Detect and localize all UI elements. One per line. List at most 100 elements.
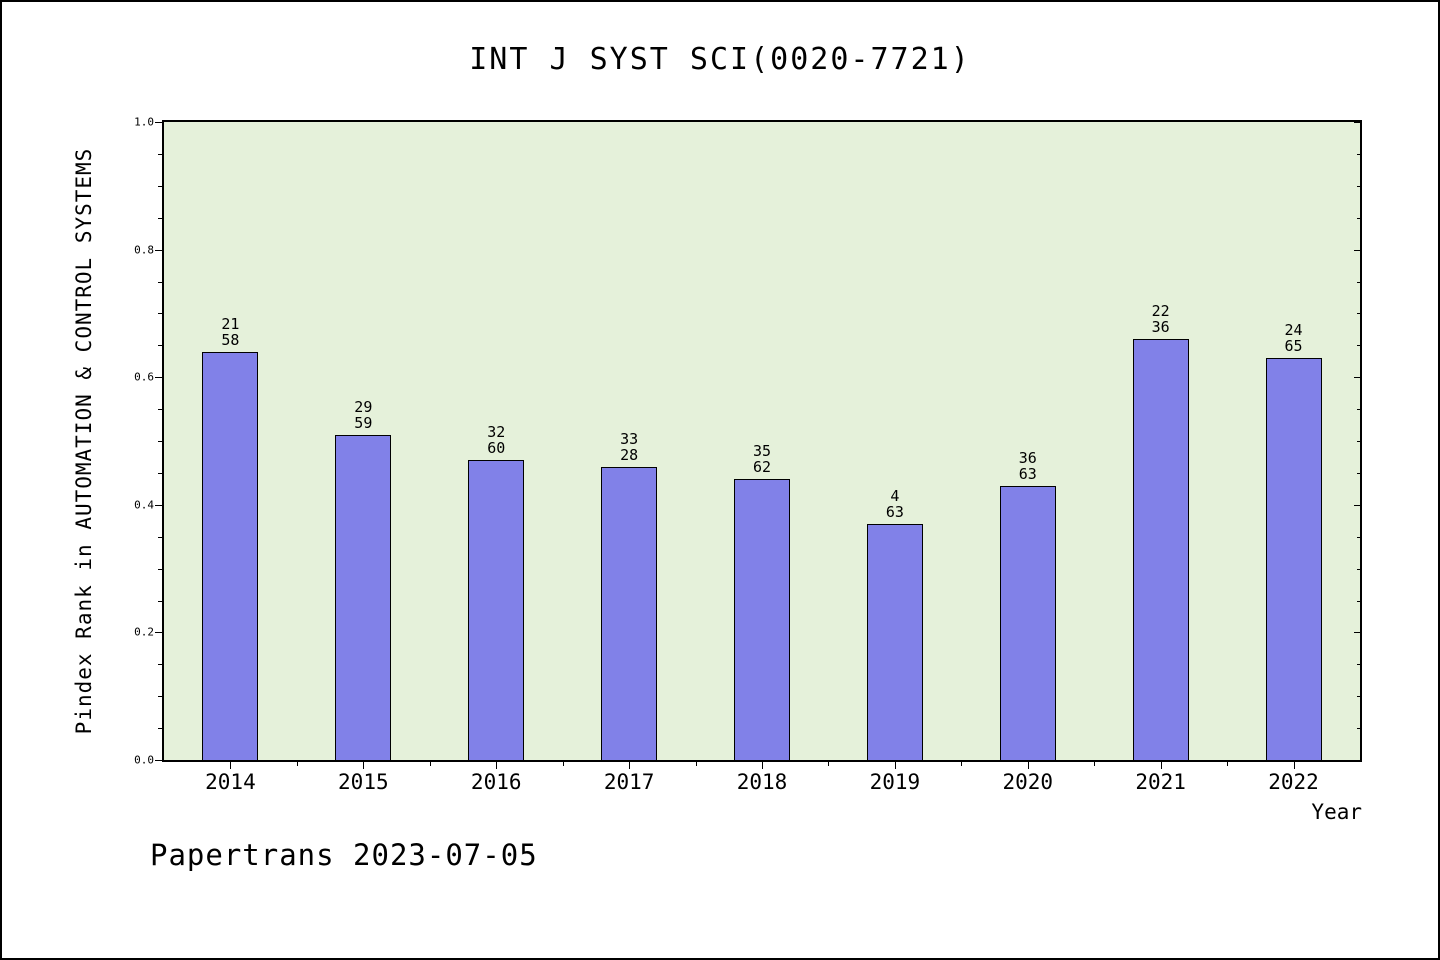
y-axis-minor-tick — [158, 185, 162, 187]
bar-value-bottom: 28 — [620, 445, 639, 464]
y-axis-major-tick — [155, 760, 162, 761]
bar-value-top: 36 — [1018, 448, 1037, 467]
bar — [1265, 358, 1322, 760]
bar-value-label: 33 28 — [620, 431, 638, 463]
y-axis-minor-tick-mirror — [1357, 568, 1360, 570]
x-tick-label: 2016 — [470, 770, 522, 794]
y-axis-major-tick-mirror — [1354, 760, 1360, 761]
y-axis-minor-tick — [158, 281, 162, 283]
y-axis-minor-tick-mirror — [1357, 536, 1360, 538]
y-axis-minor-tick-mirror — [1357, 728, 1360, 730]
bar-value-bottom: 63 — [885, 502, 904, 521]
y-axis-major-tick-mirror — [1354, 249, 1360, 251]
plot-area: 0.0 0.2 0.4 0.6 0.8 1.0 21 58 2014 29 59 2015 32 60 20… — [134, 116, 1362, 794]
y-axis-minor-tick — [158, 409, 162, 411]
y-axis-minor-tick — [158, 600, 162, 602]
y-axis-major-tick — [155, 122, 162, 123]
y-axis-minor-tick — [158, 441, 162, 442]
x-tick-label: 2018 — [736, 770, 788, 794]
bar-value-top: 4 — [890, 486, 900, 505]
x-axis-label: Year — [1311, 800, 1362, 824]
x-axis-major-tick — [496, 762, 498, 769]
y-axis-minor-tick — [158, 217, 162, 219]
y-tick-label: 0.4 — [134, 498, 154, 512]
x-axis-minor-tick — [562, 762, 564, 766]
x-tick-label: 2022 — [1268, 770, 1319, 794]
y-tick-label: 0.2 — [134, 625, 154, 639]
y-axis-minor-tick-mirror — [1357, 153, 1360, 155]
y-axis-minor-tick — [158, 696, 162, 698]
bar-value-top: 35 — [752, 442, 772, 461]
x-axis-minor-tick — [961, 762, 963, 766]
x-axis-minor-tick — [695, 762, 697, 766]
bar — [468, 460, 525, 760]
bar-value-bottom: 65 — [1284, 337, 1303, 356]
bar-value-top: 33 — [620, 429, 639, 448]
bar — [335, 434, 392, 760]
bar-value-bottom: 36 — [1151, 317, 1170, 336]
x-tick-label: 2014 — [205, 770, 256, 794]
x-tick-label: 2017 — [603, 770, 655, 794]
bar-value-label: 24 65 — [1285, 322, 1303, 354]
y-axis-minor-tick-mirror — [1357, 281, 1360, 283]
bar-value-bottom: 58 — [221, 330, 240, 349]
y-axis-minor-tick — [158, 345, 162, 347]
y-axis-major-tick-mirror — [1354, 632, 1360, 634]
bar-value-top: 32 — [487, 423, 506, 442]
y-tick-label: 0.8 — [134, 243, 154, 257]
bar-value-label: 21 58 — [221, 316, 239, 348]
y-axis-minor-tick-mirror — [1357, 217, 1360, 219]
y-axis-label: Pindex Rank in AUTOMATION & CONTROL SYST… — [72, 148, 96, 735]
bar — [601, 466, 658, 760]
x-axis-major-tick — [1027, 762, 1029, 769]
x-axis-minor-tick — [1227, 762, 1229, 766]
bar-value-top: 21 — [221, 314, 240, 333]
bar-value-top: 22 — [1151, 301, 1170, 320]
bar-value-bottom: 63 — [1018, 464, 1037, 483]
x-axis-minor-tick — [429, 762, 431, 766]
y-axis-minor-tick-mirror — [1357, 409, 1360, 411]
bar-value-label: 29 59 — [354, 399, 372, 431]
bar-value-bottom: 60 — [487, 439, 506, 458]
bar — [1132, 338, 1189, 760]
x-tick-label: 2019 — [869, 770, 921, 794]
x-axis-major-tick — [894, 762, 896, 769]
y-axis-minor-tick — [158, 472, 162, 474]
y-axis-major-tick — [155, 249, 162, 251]
y-axis-major-tick — [155, 504, 162, 506]
bar-value-label: 22 36 — [1152, 303, 1170, 335]
y-axis-minor-tick-mirror — [1357, 472, 1360, 474]
y-axis-minor-tick-mirror — [1357, 441, 1360, 442]
bar-value-label: 35 62 — [753, 443, 771, 475]
y-axis-major-tick-mirror — [1354, 377, 1360, 379]
y-axis-major-tick — [155, 377, 162, 379]
x-axis-major-tick — [230, 762, 232, 769]
x-tick-label: 2015 — [338, 770, 389, 794]
y-axis-minor-tick-mirror — [1357, 185, 1360, 187]
y-axis-minor-tick-mirror — [1357, 664, 1360, 666]
bar-value-label: 32 60 — [487, 424, 505, 456]
bar-value-label: 4 63 — [886, 488, 904, 520]
x-tick-label: 2020 — [1002, 770, 1054, 794]
x-axis-major-tick — [1293, 762, 1295, 769]
y-axis-minor-tick — [158, 313, 162, 315]
y-axis-minor-tick-mirror — [1357, 600, 1360, 602]
y-tick-label: 1.0 — [134, 115, 154, 129]
y-axis-major-tick-mirror — [1354, 504, 1360, 506]
chart-title: INT J SYST SCI(0020-7721) — [469, 42, 971, 77]
x-axis-major-tick — [363, 762, 365, 769]
x-axis-major-tick — [629, 762, 631, 769]
y-axis-minor-tick-mirror — [1357, 313, 1360, 315]
y-axis-label-text: Pindex Rank in AUTOMATION & CONTROL SYST… — [72, 147, 96, 735]
y-tick-label: 0.6 — [134, 370, 154, 384]
bar-value-bottom: 59 — [354, 413, 373, 432]
bar — [866, 523, 923, 760]
y-axis-minor-tick — [158, 728, 162, 730]
x-axis-major-tick — [1160, 762, 1162, 769]
x-axis-major-tick — [762, 762, 763, 769]
bar-value-label: 36 63 — [1019, 450, 1037, 482]
x-tick-label: 2021 — [1135, 770, 1186, 794]
bar — [999, 485, 1056, 760]
y-axis-minor-tick-mirror — [1357, 345, 1360, 347]
